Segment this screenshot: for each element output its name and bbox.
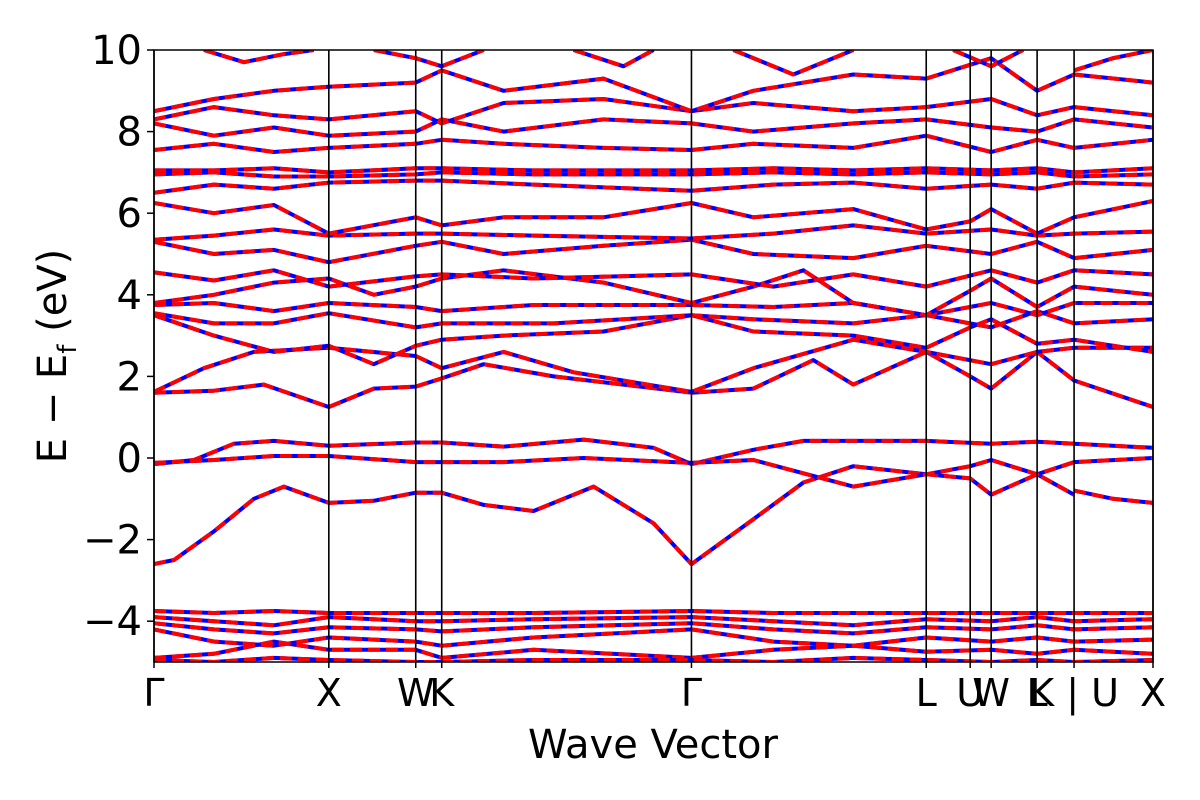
y-axis-label-subscript: f (53, 344, 83, 354)
x-tick-label: W (397, 671, 435, 715)
x-axis-label: Wave Vector (528, 722, 779, 768)
band-0-spin-down (154, 464, 1076, 567)
y-axis: −4 −2 0 2 4 6 8 10 (83, 28, 154, 645)
x-tick-label: K (429, 671, 455, 715)
band-24-spin-down (732, 50, 855, 77)
band-4-spin-down (154, 349, 1153, 409)
y-tick-label: −2 (83, 518, 142, 564)
band-23-spin-down (572, 50, 655, 69)
y-tick-label: 8 (117, 110, 142, 156)
band-29-spin-down (154, 621, 1153, 636)
x-tick-label: W (972, 671, 1010, 715)
band-26-spin-down (1073, 50, 1153, 73)
band-8-spin-down (154, 301, 1153, 318)
x-tick-label: U (956, 671, 984, 715)
band-19-spin-down (154, 97, 1153, 126)
band-14-spin-down (154, 178, 1153, 195)
band-11-spin-down (154, 237, 1153, 265)
y-tick-label: 10 (91, 28, 142, 74)
x-tick-label: L (1027, 671, 1048, 715)
y-tick-label: 4 (117, 273, 142, 319)
y-tick-label: −4 (83, 599, 142, 645)
band-27-spin-down (154, 609, 1153, 615)
band-15-spin-down (154, 170, 1153, 179)
plot-frame (153, 49, 1154, 663)
y-tick-label: 2 (117, 354, 142, 400)
y-axis-label-unit: (eV) (30, 249, 76, 345)
y-axis-label-main: E − E (30, 354, 76, 464)
y-axis-label: E − Ef (eV) (30, 249, 83, 464)
band-20-spin-down (154, 56, 1153, 114)
band-1-spin-down (154, 437, 1153, 467)
band-3-spin-down (1073, 488, 1153, 505)
band-16-spin-down (154, 166, 1153, 175)
band-17-spin-down (154, 133, 1153, 154)
x-tick-label: X (1140, 671, 1166, 715)
y-tick-label: 6 (117, 191, 142, 237)
band-18-spin-down (154, 117, 1153, 138)
band-22-spin-down (373, 50, 485, 69)
x-tick-label: L (916, 671, 937, 715)
y-tick-label: 0 (117, 436, 142, 482)
band-21-spin-down (203, 50, 315, 65)
x-tick-label: K | U (1029, 671, 1119, 716)
band-12-spin-down (154, 223, 1153, 242)
x-tick-label: Γ (143, 671, 164, 715)
x-tick-label: X (316, 671, 342, 715)
band-32-spin-down (154, 655, 1153, 662)
band-28-spin-down (154, 615, 1153, 628)
x-tick-label: Γ (681, 671, 702, 715)
